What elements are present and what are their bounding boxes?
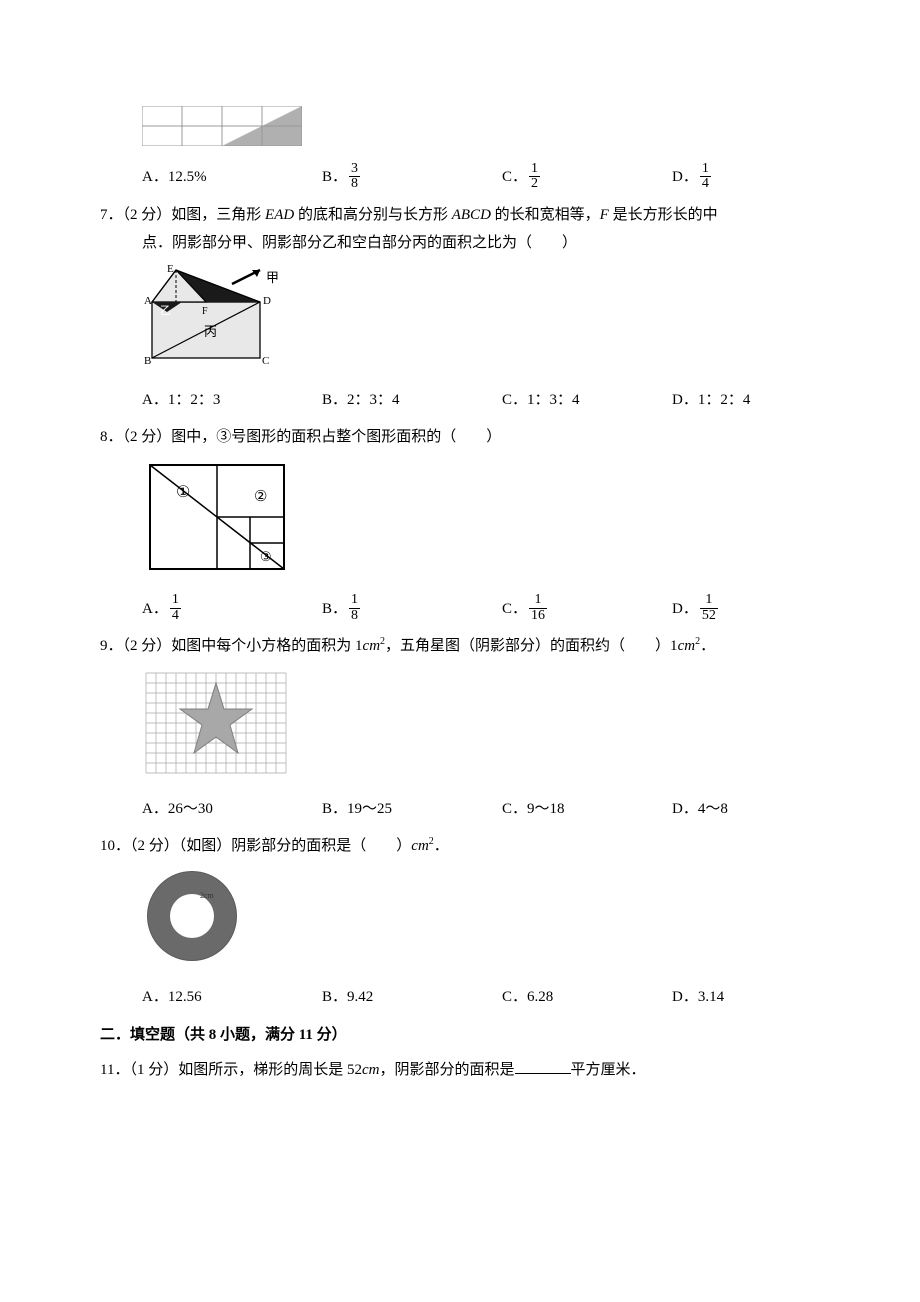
- svg-text:甲: 甲: [266, 270, 279, 285]
- question-11: 11．（1 分）如图所示，梯形的周长是 52cm，阴影部分的面积是平方厘米．: [100, 1056, 820, 1085]
- q7-opt-c: C．1：3：4: [502, 386, 672, 415]
- q8-stem: 8．（2 分）图中，③号图形的面积占整个图形面积的（ ）: [100, 423, 820, 452]
- svg-text:②: ②: [254, 489, 267, 505]
- q8-opt-c: C．116: [502, 594, 672, 624]
- q6-figure: [142, 106, 820, 157]
- svg-text:乙: 乙: [160, 304, 171, 317]
- svg-text:2cm: 2cm: [200, 891, 215, 900]
- question-6: A．12.5% B．38 C．12 D．14: [100, 106, 820, 193]
- q10-opt-c: C．6.28: [502, 983, 672, 1012]
- svg-text:A: A: [144, 295, 152, 307]
- q7-stem: 7．（2 分）如图，三角形 EAD 的底和高分别与长方形 ABCD 的长和宽相等…: [100, 201, 820, 230]
- svg-text:B: B: [144, 355, 151, 367]
- q10-opt-a: A．12.56: [142, 983, 322, 1012]
- svg-text:丙: 丙: [204, 324, 217, 339]
- q7-stem-line2: 点．阴影部分甲、阴影部分乙和空白部分丙的面积之比为（ ）: [100, 229, 820, 258]
- q8-figure: ① ② ③: [142, 457, 820, 588]
- q10-opt-d: D．3.14: [672, 983, 812, 1012]
- q9-opt-c: C．9～18: [502, 795, 672, 824]
- q6-opt-c: C．12: [502, 163, 672, 193]
- q6-options: A．12.5% B．38 C．12 D．14: [100, 163, 820, 193]
- q11-stem: 11．（1 分）如图所示，梯形的周长是 52cm，阴影部分的面积是平方厘米．: [100, 1056, 820, 1085]
- question-10: 10．（2 分）（如图）阴影部分的面积是（ ）cm2． 2cm A．12.56 …: [100, 832, 820, 1012]
- q9-figure: [142, 667, 820, 790]
- q10-figure: 2cm: [142, 866, 820, 977]
- q9-stem: 9．（2 分）如图中每个小方格的面积为 1cm2，五角星图（阴影部分）的面积约（…: [100, 632, 820, 661]
- q10-options: A．12.56 B．9.42 C．6.28 D．3.14: [100, 983, 820, 1012]
- q9-opt-d: D．4～8: [672, 795, 812, 824]
- q7-options: A．1：2：3 B．2：3：4 C．1：3：4 D．1：2：4: [100, 386, 820, 415]
- question-8: 8．（2 分）图中，③号图形的面积占整个图形面积的（ ） ① ② ③ A．14 …: [100, 423, 820, 624]
- svg-text:D: D: [263, 295, 271, 307]
- q6-opt-b: B．38: [322, 163, 502, 193]
- q7-opt-a: A．1：2：3: [142, 386, 322, 415]
- question-7: 7．（2 分）如图，三角形 EAD 的底和高分别与长方形 ABCD 的长和宽相等…: [100, 201, 820, 415]
- q9-opt-b: B．19～25: [322, 795, 502, 824]
- q6-opt-a: A．12.5%: [142, 163, 322, 193]
- q9-options: A．26～30 B．19～25 C．9～18 D．4～8: [100, 795, 820, 824]
- q8-opt-d: D．152: [672, 594, 812, 624]
- q7-figure: A B C D E F 甲 乙 丙: [142, 264, 820, 381]
- svg-text:C: C: [262, 355, 269, 367]
- question-9: 9．（2 分）如图中每个小方格的面积为 1cm2，五角星图（阴影部分）的面积约（…: [100, 632, 820, 824]
- q7-opt-b: B．2：3：4: [322, 386, 502, 415]
- q6-opt-d: D．14: [672, 163, 812, 193]
- svg-text:①: ①: [176, 484, 190, 501]
- q8-opt-a: A．14: [142, 594, 322, 624]
- q8-options: A．14 B．18 C．116 D．152: [100, 594, 820, 624]
- svg-text:③: ③: [260, 549, 272, 564]
- q9-opt-a: A．26～30: [142, 795, 322, 824]
- section-2-header: 二．填空题（共 8 小题，满分 11 分）: [100, 1021, 820, 1050]
- q10-opt-b: B．9.42: [322, 983, 502, 1012]
- q7-opt-d: D．1：2：4: [672, 386, 812, 415]
- q8-opt-b: B．18: [322, 594, 502, 624]
- q11-blank[interactable]: [515, 1059, 571, 1074]
- svg-text:F: F: [202, 306, 208, 317]
- q10-stem: 10．（2 分）（如图）阴影部分的面积是（ ）cm2．: [100, 832, 820, 861]
- svg-text:E: E: [167, 264, 174, 275]
